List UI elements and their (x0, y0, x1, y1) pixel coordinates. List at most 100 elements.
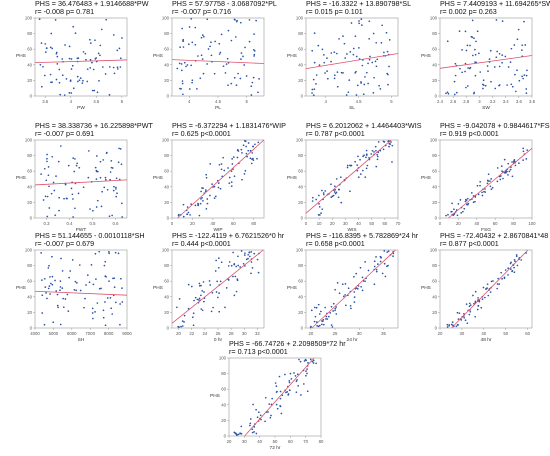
data-point (446, 323, 449, 326)
data-point (384, 275, 387, 278)
data-point (345, 94, 348, 96)
y-axis-label: PHS (287, 285, 297, 291)
scatter-svg: 0 20 40 60 80 0 20 40 60 80 100 WIP PHS (153, 138, 265, 233)
data-point (288, 380, 291, 382)
data-point (469, 310, 472, 313)
data-point (509, 168, 512, 171)
data-point (201, 309, 204, 312)
data-point (60, 257, 62, 260)
data-point (317, 214, 320, 216)
data-point (74, 32, 77, 34)
data-point (214, 270, 217, 272)
data-point (514, 164, 517, 167)
data-point (120, 163, 123, 166)
data-point (104, 260, 107, 263)
data-point (501, 61, 503, 64)
data-point (186, 213, 188, 216)
data-point (85, 58, 87, 61)
data-point (275, 391, 278, 393)
x-tick-label: 30 (343, 221, 348, 226)
data-point (354, 160, 356, 163)
data-point (89, 67, 92, 69)
data-point (199, 77, 202, 80)
data-point (104, 301, 106, 303)
data-point (378, 84, 380, 87)
data-point (237, 433, 240, 436)
data-point (74, 280, 77, 283)
y-axis-label: PHS (287, 175, 297, 181)
data-point (240, 52, 243, 54)
data-point (526, 69, 528, 72)
data-point (390, 141, 392, 143)
data-point (484, 191, 487, 193)
data-point (40, 251, 42, 254)
data-point (200, 54, 203, 57)
data-point (258, 78, 260, 80)
data-point (119, 66, 122, 68)
data-point (112, 277, 114, 280)
data-point (120, 202, 123, 205)
data-point (121, 287, 123, 289)
data-point (370, 153, 373, 155)
data-point (511, 85, 514, 88)
data-point (98, 80, 100, 82)
data-point (202, 72, 205, 75)
data-point (321, 320, 324, 323)
data-point (99, 176, 102, 179)
data-point (59, 289, 61, 292)
data-point (360, 285, 362, 288)
data-point (243, 64, 245, 66)
data-point (209, 45, 211, 48)
data-point (524, 44, 527, 46)
data-point (294, 375, 297, 377)
data-point (253, 426, 256, 428)
data-point (481, 194, 484, 197)
y-tick-label: 60 (298, 47, 303, 52)
data-point (76, 75, 79, 78)
data-point (521, 75, 523, 78)
data-point (222, 65, 225, 68)
data-point (359, 173, 362, 175)
data-point (79, 77, 82, 79)
y-tick-label: 0 (301, 94, 304, 99)
data-point (96, 199, 99, 202)
data-point (206, 198, 209, 200)
data-point (98, 287, 101, 290)
data-point (513, 158, 516, 161)
data-point (218, 257, 220, 260)
data-point (111, 313, 114, 315)
x-tick-label: 60 (525, 331, 530, 336)
data-point (311, 88, 314, 91)
data-point (321, 48, 324, 51)
y-tick-label: 20 (27, 310, 32, 315)
data-point (330, 183, 332, 186)
data-point (76, 162, 79, 165)
x-tick-label: 2.4 (437, 99, 444, 104)
data-point (330, 196, 333, 199)
data-point (54, 279, 56, 282)
data-point (513, 266, 515, 269)
data-point (498, 84, 501, 86)
y-tick-label: 60 (221, 387, 226, 392)
data-point (446, 326, 449, 328)
data-point (121, 37, 123, 39)
x-axis-label: SL (349, 105, 355, 111)
data-point (375, 256, 377, 258)
data-point (502, 177, 504, 180)
data-point (68, 57, 71, 60)
x-tick-label: 24 (202, 331, 207, 336)
data-point (482, 286, 485, 289)
data-point (462, 210, 464, 213)
data-point (453, 93, 456, 96)
x-tick-label: 4.5 (93, 99, 100, 104)
data-point (91, 307, 94, 310)
x-tick-label: 26 (216, 331, 221, 336)
data-point (257, 411, 260, 414)
data-point (318, 214, 321, 216)
x-tick-label: 0 (305, 221, 308, 226)
scatter-svg: 20 25 30 35 0 20 40 60 80 100 24 hr PHS (287, 248, 399, 343)
data-point (330, 52, 333, 54)
x-axis-label: 48 hr (481, 337, 492, 343)
panel-title: PHS = 57.97758 - 3.0687092*PL (172, 0, 277, 8)
data-point (45, 179, 48, 182)
